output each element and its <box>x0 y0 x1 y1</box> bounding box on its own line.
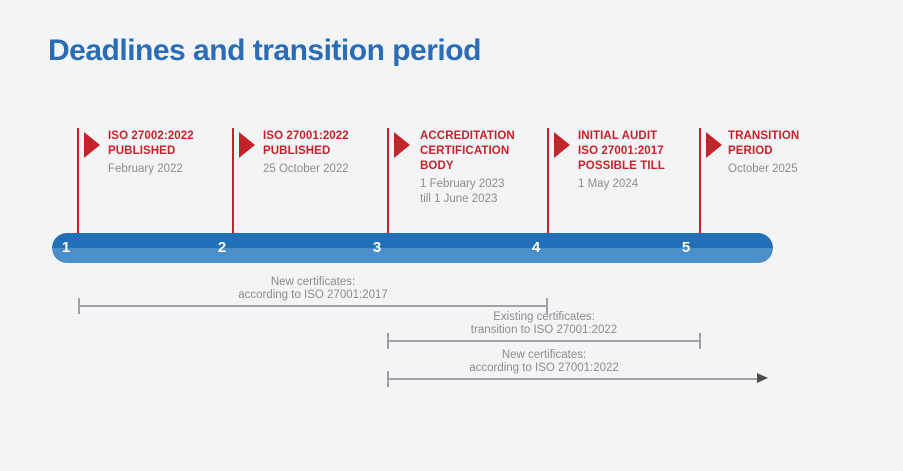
timeline-step-number: 4 <box>531 239 541 256</box>
timeline-step-number: 1 <box>61 239 71 256</box>
milestone-pole <box>547 128 549 248</box>
range-label: New certificates: according to ISO 27001… <box>469 349 619 374</box>
flag-icon <box>706 132 722 158</box>
flag-icon <box>394 132 410 158</box>
milestone-title: ISO 27001:2022 PUBLISHED <box>263 130 349 157</box>
range-tick-start <box>387 371 389 387</box>
range-label: Existing certificates: transition to ISO… <box>470 311 618 336</box>
milestone-date: 1 May 2024 <box>578 178 639 190</box>
milestone-pole <box>387 128 389 248</box>
timeline-step-number: 2 <box>217 239 227 256</box>
milestone-pole <box>77 128 79 248</box>
milestone-title: INITIAL AUDIT ISO 27001:2017 POSSIBLE TI… <box>578 130 665 172</box>
milestone-pole <box>699 128 701 248</box>
milestone-date: 25 October 2022 <box>263 163 349 175</box>
range-tick-end <box>546 298 548 314</box>
milestone-title: ACCREDITATION CERTIFICATION BODY <box>420 130 515 172</box>
milestone-date: 1 February 2023 till 1 June 2023 <box>420 178 505 205</box>
range-line <box>79 305 547 307</box>
milestone-pole <box>232 128 234 248</box>
milestone-title: TRANSITION PERIOD <box>728 130 800 157</box>
milestone-date: October 2025 <box>728 163 798 175</box>
range-label: New certificates: according to ISO 27001… <box>238 276 388 301</box>
timeline-bar <box>52 233 773 263</box>
timeline-step-number: 5 <box>681 239 691 256</box>
milestone-date: February 2022 <box>108 163 183 175</box>
flag-icon <box>554 132 570 158</box>
range-tick-start <box>387 333 389 349</box>
milestone-title: ISO 27002:2022 PUBLISHED <box>108 130 194 157</box>
page-title: Deadlines and transition period <box>48 34 481 67</box>
timeline-step-number: 3 <box>372 239 382 256</box>
range-tick-end <box>699 333 701 349</box>
flag-icon <box>239 132 255 158</box>
range-line <box>388 340 700 342</box>
flag-icon <box>84 132 100 158</box>
range-line <box>388 378 758 380</box>
range-tick-start <box>78 298 80 314</box>
arrow-right-icon <box>757 373 768 383</box>
